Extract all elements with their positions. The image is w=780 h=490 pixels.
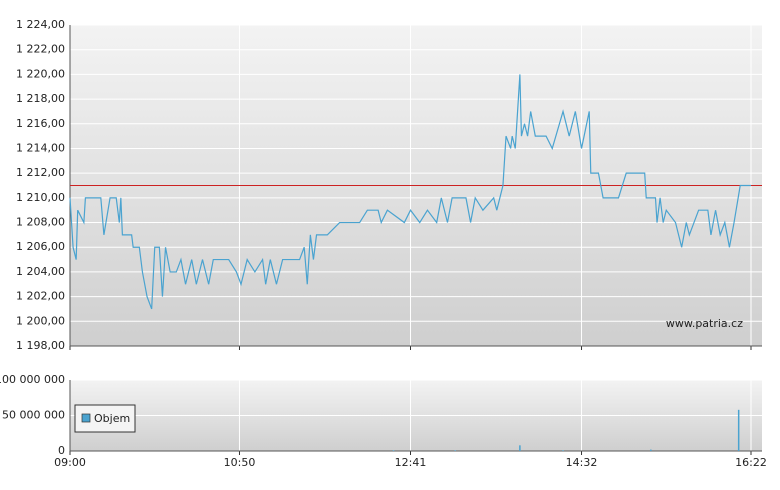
y-tick-label: 0 — [58, 444, 65, 457]
y-tick-label: 1 208,00 — [16, 216, 65, 229]
y-tick-label: 1 200,00 — [16, 314, 65, 327]
y-tick-label: 1 222,00 — [16, 43, 65, 56]
x-tick-label: 14:32 — [566, 456, 598, 469]
price-line — [69, 74, 751, 310]
y-tick-label: 1 218,00 — [16, 92, 65, 105]
volume-bar — [650, 449, 652, 451]
y-tick-label: 1 214,00 — [16, 141, 65, 154]
y-tick-label: 50 000 000 — [2, 409, 65, 422]
y-tick-label: 1 212,00 — [16, 166, 65, 179]
volume-bar — [562, 450, 564, 451]
watermark: www.patria.cz — [666, 317, 743, 330]
y-tick-label: 1 210,00 — [16, 191, 65, 204]
y-tick-label: 1 204,00 — [16, 265, 65, 278]
legend-label: Objem — [94, 412, 130, 425]
y-tick-label: 1 198,00 — [16, 339, 65, 352]
x-tick-label: 16:22 — [735, 456, 767, 469]
y-tick-label: 1 206,00 — [16, 240, 65, 253]
y-tick-label: 1 216,00 — [16, 117, 65, 130]
x-tick-label: 09:00 — [54, 456, 86, 469]
y-tick-label: 1 220,00 — [16, 67, 65, 80]
x-tick-label: 12:41 — [395, 456, 427, 469]
volume-bar — [737, 409, 740, 451]
volume-bar — [454, 450, 456, 451]
volume-bar — [519, 445, 521, 451]
y-tick-label: 1 224,00 — [16, 18, 65, 31]
volume-bar — [392, 450, 395, 451]
legend-swatch — [81, 413, 91, 423]
x-tick-label: 10:50 — [224, 456, 256, 469]
y-tick-label: 100 000 000 — [0, 373, 65, 386]
y-tick-label: 1 202,00 — [16, 290, 65, 303]
